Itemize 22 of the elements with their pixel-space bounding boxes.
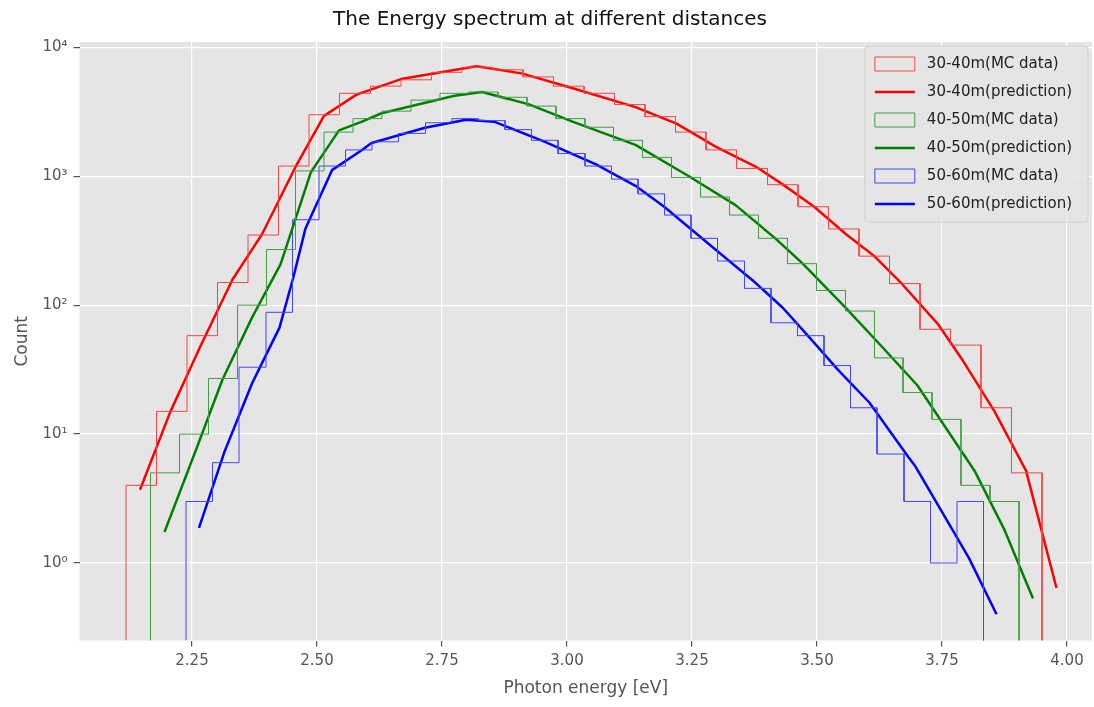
y-tick-label: 10³: [42, 166, 68, 185]
legend-label: 50-60m(prediction): [926, 193, 1073, 212]
x-tick-label: 3.50: [800, 651, 834, 670]
legend-label: 30-40m(MC data): [926, 53, 1059, 72]
x-tick-label: 3.25: [675, 651, 709, 670]
y-tick-label: 10²: [42, 295, 68, 314]
x-tick-label: 4.00: [1050, 651, 1084, 670]
x-axis-title: Photon energy [eV]: [503, 677, 669, 698]
x-tick-label: 3.75: [925, 651, 959, 670]
legend-label: 50-60m(MC data): [926, 165, 1059, 184]
chart-title: The Energy spectrum at different distances: [332, 6, 767, 31]
x-tick-label: 2.75: [425, 651, 459, 670]
y-tick-label: 10⁴: [42, 37, 68, 56]
legend-label: 40-50m(prediction): [926, 137, 1073, 156]
legend-label: 40-50m(MC data): [926, 109, 1059, 128]
x-tick-label: 3.00: [550, 651, 584, 670]
y-tick-label: 10¹: [42, 423, 68, 442]
y-tick-label: 10⁰: [42, 552, 68, 571]
legend-label: 30-40m(prediction): [926, 81, 1073, 100]
x-tick-label: 2.25: [175, 651, 209, 670]
y-axis-title: Count: [10, 315, 31, 367]
x-tick-label: 2.50: [300, 651, 334, 670]
